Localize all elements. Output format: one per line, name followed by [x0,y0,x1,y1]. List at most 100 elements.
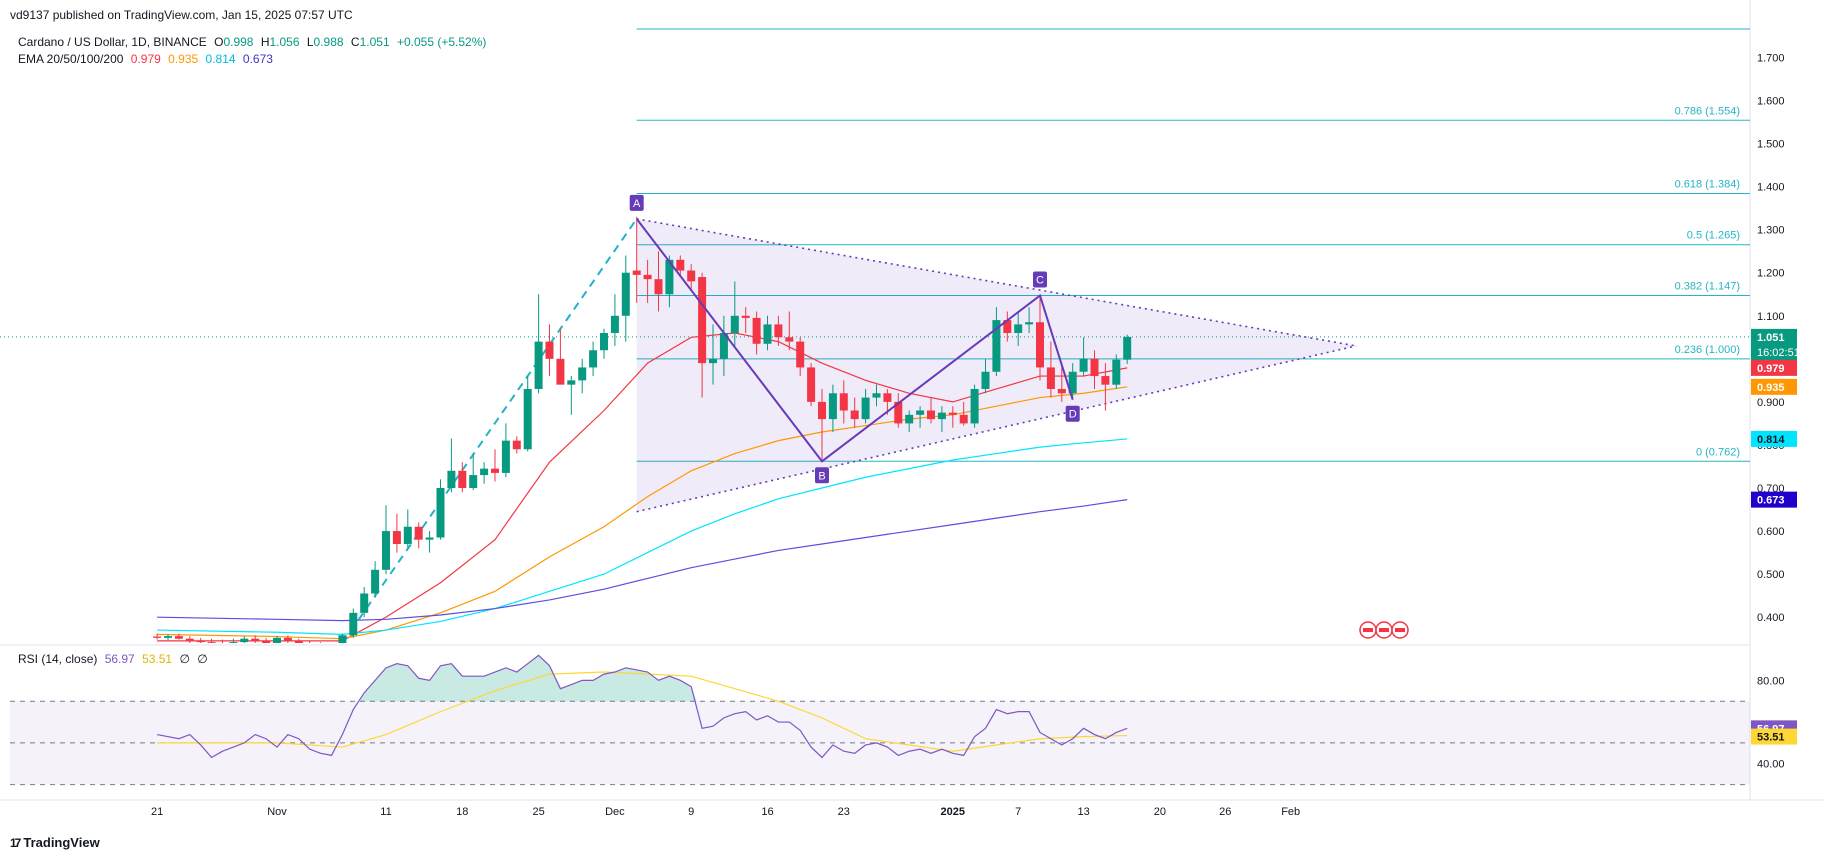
candle-body [796,341,805,368]
candle-body [294,641,303,643]
symbol-legend[interactable]: Cardano / US Dollar, 1D, BINANCE O0.998 … [18,35,490,49]
ema-badge-text: 0.935 [1757,382,1785,394]
candle-body [589,350,598,368]
fib-level-label: 0.382 (1.147) [1675,281,1740,293]
candle-body [1057,388,1066,394]
rsi-ma-badge-bg [1751,728,1797,745]
candle-body [153,636,162,638]
rsi-legend[interactable]: RSI (14, close) 56.97 53.51 ∅ ∅ [18,652,212,666]
candle-body [698,277,707,364]
high-value: 1.056 [269,35,300,49]
candle-body [665,259,674,295]
ema-badge-text: 0.979 [1757,363,1785,375]
time-tick-label: Feb [1281,806,1300,818]
rsi-title: RSI (14, close) [18,652,98,666]
candle-body [207,642,216,643]
ema-badge-bg [1751,359,1797,376]
candle-body [927,410,935,420]
candle-body [610,315,619,333]
candle-body [1025,322,1034,325]
abcd-point-label: C [1036,275,1044,287]
candle-body [229,642,238,643]
candle-body [1014,324,1023,333]
candle-body [643,274,652,280]
candle-body [818,401,826,420]
us-event-flag-stripe [1363,628,1373,632]
abcd-pattern: A B C D [629,194,1080,484]
candle-body [491,468,499,473]
ema-legend[interactable]: EMA 20/50/100/200 0.979 0.935 0.814 0.67… [18,52,277,66]
candle-body [828,393,837,420]
time-tick-label: 23 [838,806,850,818]
candle-body [185,638,194,641]
time-tick-label: 2025 [941,806,965,818]
rsi-extra-1: ∅ [179,652,190,666]
candle-body [392,531,401,544]
time-tick-label: 25 [532,806,544,818]
ema20-value: 0.979 [130,52,161,66]
candle-body [785,337,794,342]
candle-body [240,638,249,643]
candle-body [709,358,717,364]
candle-body [774,324,783,338]
candle-body [262,641,271,643]
candle-body [1068,371,1077,394]
time-tick-label: 16 [761,806,773,818]
candle-body [480,468,489,476]
ema-line [157,386,1128,640]
candle-body [273,637,281,643]
close-label: C [350,35,360,49]
abcd-point-marker [629,194,644,211]
abcd-path [635,218,1074,463]
ema200-value: 0.673 [242,52,273,66]
ohlc-low: L0.988 [307,35,344,49]
ohlc-open: O0.998 [214,35,253,49]
published-line: vd9137 published on TradingView.com, Jan… [10,8,357,22]
abcd-point-marker [1065,405,1080,422]
ohlc-high: H1.056 [261,35,300,49]
price-tick-label: 0.600 [1757,526,1785,538]
rsi-ma-value: 53.51 [142,652,173,666]
candle-body [905,414,914,424]
candle-body [349,612,358,636]
price-tick-label: 1.300 [1757,225,1785,237]
price-tick-label: 1.600 [1757,96,1785,108]
triangle-upper-trendline [636,218,1357,347]
fib-level-label: 0.236 (1.000) [1675,344,1740,356]
time-tick-label: 21 [151,806,163,818]
ema-badge-text: 0.673 [1757,495,1785,507]
high-label: H [260,35,270,49]
candle-body [469,475,478,488]
candle-body [360,593,369,613]
candle-body [578,367,587,381]
time-tick-label: 13 [1077,806,1089,818]
candle-body [992,320,1001,372]
candle-body [371,569,380,594]
candle-body [1079,358,1088,372]
candle-body [436,488,445,538]
candle-body [894,401,903,424]
time-tick-label: 7 [1015,806,1021,818]
candle-body [174,636,183,639]
rsi-ma-line [157,671,1128,752]
price-tick-label: 1.200 [1757,268,1785,280]
price-tick-label: 0.400 [1757,612,1785,624]
ema100-value: 0.814 [205,52,236,66]
candle-body [1036,322,1044,368]
rsi-value: 56.97 [104,652,135,666]
axes: 0.4000.5000.6000.7000.8000.9001.0001.100… [0,52,1825,818]
candle-body [403,526,412,544]
open-value: 0.998 [223,35,254,49]
ema-line [157,438,1128,635]
open-label: O [214,35,224,49]
fibonacci-retracement: 0 (0.762) 0.236 (1.000) 0.382 (1.147) 0.5 (… [636,28,1750,462]
price-tick-label: 0.900 [1757,397,1785,409]
abcd-point-label: B [818,470,825,482]
candle-body [719,333,728,359]
rsi-line [156,654,1128,759]
close-value: 1.051 [359,35,390,49]
tradingview-brand[interactable]: 17 TradingView [10,835,100,850]
candle-body [687,270,696,282]
candle-body [545,341,554,359]
